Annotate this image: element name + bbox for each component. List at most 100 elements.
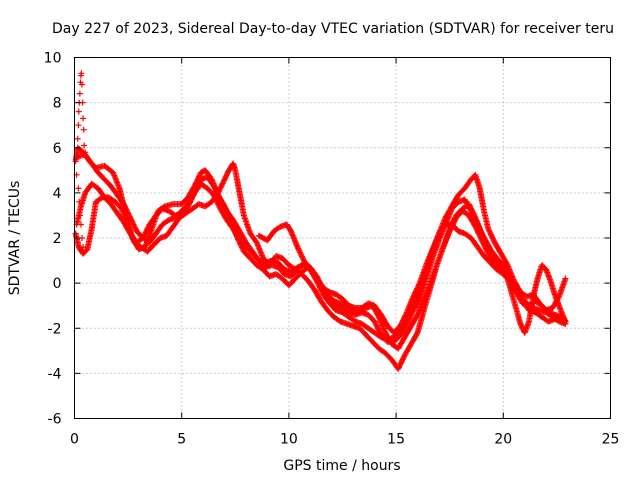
data-point: [298, 252, 305, 259]
data-point: [318, 288, 325, 295]
data-point: [374, 325, 381, 332]
data-point: [401, 313, 408, 320]
y-tick-label: -6: [48, 412, 62, 428]
data-point: [219, 181, 226, 188]
data-point: [400, 316, 407, 323]
data-point: [121, 202, 128, 209]
data-point: [212, 187, 219, 194]
data-point: [212, 196, 219, 203]
data-point: [142, 230, 149, 237]
data-point: [451, 216, 458, 223]
data-point: [470, 213, 477, 220]
data-point: [397, 361, 404, 368]
data-point: [477, 226, 484, 233]
data-point: [402, 312, 409, 319]
x-tick-label: 15: [387, 432, 405, 448]
data-point: [371, 318, 378, 325]
data-point: [399, 318, 406, 325]
x-axis-label: GPS time / hours: [283, 458, 400, 474]
data-point: [468, 209, 475, 216]
data-point: [410, 292, 417, 299]
data-point: [471, 216, 478, 223]
data-point: [411, 290, 418, 297]
data-point: [298, 253, 305, 260]
data-point: [210, 183, 217, 190]
y-tick-label: 6: [53, 141, 62, 157]
data-point: [78, 70, 85, 77]
data-point: [403, 310, 410, 317]
data-point: [477, 228, 484, 235]
data-point: [395, 364, 402, 371]
data-point: [413, 312, 420, 319]
y-tick-label: 10: [44, 51, 62, 67]
data-point: [196, 172, 203, 179]
data-point: [486, 228, 493, 235]
data-point: [76, 90, 83, 97]
data-point: [297, 250, 304, 257]
data-point: [211, 184, 218, 191]
data-point: [295, 246, 302, 253]
data-point: [145, 224, 152, 231]
data-point: [475, 224, 482, 231]
data-point: [74, 153, 81, 160]
x-tick-label: 0: [70, 432, 79, 448]
data-point: [491, 238, 498, 245]
data-point: [555, 294, 562, 301]
data-point: [214, 200, 221, 207]
data-point: [487, 231, 494, 238]
data-point: [76, 212, 83, 219]
data-point: [485, 225, 492, 232]
data-point: [476, 225, 483, 232]
series-spike-near-0h: [73, 70, 89, 251]
data-point: [490, 236, 497, 243]
data-point: [398, 321, 405, 328]
data-point: [295, 245, 302, 252]
data-point: [450, 217, 457, 224]
data-point: [128, 217, 135, 224]
data-point: [398, 320, 405, 327]
data-point: [397, 322, 404, 329]
data-point: [413, 286, 420, 293]
data-point: [131, 222, 138, 229]
data-point: [472, 217, 479, 224]
data-point: [479, 230, 486, 237]
data-point: [214, 198, 221, 205]
data-point: [144, 225, 151, 232]
data-point: [214, 189, 221, 196]
data-point: [468, 207, 475, 214]
data-point: [212, 185, 219, 192]
data-point: [132, 225, 139, 232]
data-point: [80, 244, 87, 251]
data-point: [80, 126, 87, 133]
data-point: [75, 108, 82, 115]
data-point: [503, 260, 510, 267]
data-point: [220, 179, 227, 186]
y-axis-label: SDTVAR / TECUs: [7, 181, 23, 296]
data-point: [79, 81, 86, 88]
data-point: [142, 229, 149, 236]
data-point: [210, 192, 217, 199]
data-point: [143, 228, 150, 235]
data-point: [410, 293, 417, 300]
data-point: [562, 320, 569, 327]
data-point: [299, 254, 306, 261]
axis-ticks: [74, 57, 611, 419]
data-point: [80, 115, 87, 122]
data-point: [124, 207, 131, 214]
data-point: [218, 183, 225, 190]
data-point: [478, 229, 485, 236]
data-point: [400, 355, 407, 362]
data-series: [72, 70, 569, 372]
series-arc-5: [255, 221, 565, 336]
data-point: [467, 206, 474, 213]
data-point: [469, 210, 476, 217]
y-tick-label: 0: [53, 276, 62, 292]
y-tick-label: -4: [48, 366, 62, 382]
data-point: [297, 249, 304, 256]
data-point: [127, 214, 134, 221]
x-tick-label: 25: [602, 432, 620, 448]
data-point: [129, 218, 136, 225]
chart-title: Day 227 of 2023, Sidereal Day-to-day VTE…: [52, 21, 614, 37]
data-point: [79, 99, 86, 106]
